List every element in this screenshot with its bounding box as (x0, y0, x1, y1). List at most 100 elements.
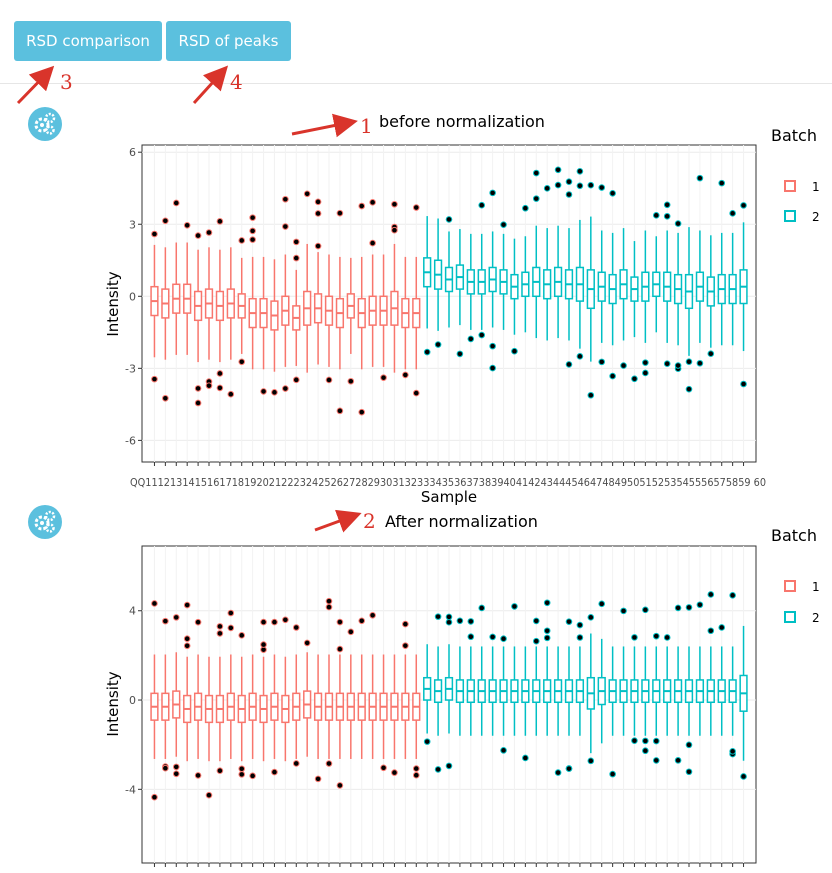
outlier-point (292, 376, 300, 384)
outlier-point (260, 641, 267, 648)
legend1-key-batch2 (784, 210, 796, 222)
outlier-point (271, 389, 278, 396)
legend1-label-batch2: 2 (812, 210, 820, 224)
annotation-label-1: 1 (360, 114, 373, 138)
outlier-point (205, 791, 213, 799)
outlier-point (445, 613, 453, 621)
outlier-point (663, 201, 671, 209)
outlier-point (707, 350, 715, 358)
outlier-point (238, 237, 246, 244)
outlier-point (652, 632, 660, 640)
outlier-point (151, 793, 158, 801)
outlier-point (358, 617, 366, 625)
outlier-point (718, 624, 726, 631)
outlier-point (391, 200, 398, 208)
outlier-point (347, 628, 355, 636)
outlier-point (238, 358, 246, 366)
outlier-point (685, 604, 693, 611)
outlier-point (402, 642, 409, 649)
outlier-point (380, 764, 387, 772)
legend2-label-batch1: 1 (812, 580, 820, 594)
outlier-point (314, 210, 322, 217)
outlier-point (587, 181, 595, 189)
outlier-point (227, 609, 235, 617)
rsd-comparison-button[interactable]: RSD comparison (14, 21, 162, 61)
outlier-point (162, 617, 169, 625)
outlier-point (194, 618, 202, 626)
outlier-point (183, 642, 191, 650)
outlier-point (642, 606, 649, 614)
outlier-point (292, 238, 300, 246)
outlier-point (511, 347, 518, 355)
outlier-point (314, 775, 322, 783)
outlier-point (576, 167, 584, 175)
outlier-point (391, 769, 398, 776)
outlier-point (663, 634, 671, 641)
outlier-point (554, 181, 562, 189)
plot2-y-axis-title: Intensity (104, 671, 122, 736)
outlier-point (598, 184, 606, 191)
outlier-point (282, 616, 289, 624)
outlier-point (162, 764, 169, 772)
outlier-point (216, 623, 224, 630)
rsd-of-peaks-button[interactable]: RSD of peaks (166, 21, 291, 61)
outlier-point (216, 384, 224, 392)
outlier-point (718, 179, 726, 187)
outlier-point (565, 618, 573, 625)
outlier-point (631, 737, 638, 744)
outlier-point (227, 390, 235, 398)
outlier-point (151, 600, 158, 607)
annotation-label-3: 3 (60, 70, 73, 94)
outlier-point (292, 624, 300, 631)
outlier-point (478, 604, 486, 612)
outlier-point (369, 199, 376, 206)
legend1-title: Batch (771, 126, 817, 145)
outlier-point (325, 597, 333, 605)
outlier-point (467, 633, 475, 641)
outlier-point (598, 600, 606, 608)
outlier-point (642, 747, 649, 755)
outlier-point (663, 212, 671, 220)
outlier-point (238, 765, 246, 773)
outlier-point (314, 242, 322, 250)
outlier-point (489, 342, 496, 350)
outlier-point (522, 754, 529, 762)
outlier-point (412, 765, 420, 772)
outlier-point (609, 770, 616, 778)
outlier-point (685, 385, 693, 393)
outlier-point (674, 220, 682, 227)
outlier-point (674, 757, 682, 764)
outlier-point (216, 218, 224, 225)
outlier-point (216, 767, 224, 775)
outlier-point (532, 637, 540, 645)
legend1-label-batch1: 1 (812, 180, 820, 194)
settings-gears-icon (34, 510, 56, 533)
outlier-point (489, 633, 496, 641)
divider (0, 83, 832, 84)
outlier-point (652, 737, 660, 745)
outlier-point (674, 604, 682, 612)
outlier-point (216, 370, 224, 377)
outlier-point (543, 185, 551, 192)
outlier-point (358, 408, 366, 416)
outlier-point (740, 202, 747, 209)
y-tick-label: 0 (129, 694, 136, 707)
outlier-point (282, 223, 289, 230)
outlier-point (292, 254, 300, 262)
outlier-point (587, 757, 595, 765)
outlier-point (532, 617, 540, 625)
outlier-point (642, 359, 649, 366)
outlier-point (543, 627, 551, 635)
outlier-point (511, 603, 518, 610)
outlier-point (478, 201, 486, 209)
plot1-settings-button[interactable] (28, 107, 62, 141)
plot2-settings-button[interactable] (28, 505, 62, 539)
outlier-point (631, 634, 638, 641)
outlier-point (412, 389, 420, 397)
outlier-point (500, 635, 507, 643)
outlier-point (565, 191, 573, 198)
outlier-point (642, 369, 649, 377)
outlier-point (423, 348, 431, 356)
outlier-point (434, 766, 442, 773)
